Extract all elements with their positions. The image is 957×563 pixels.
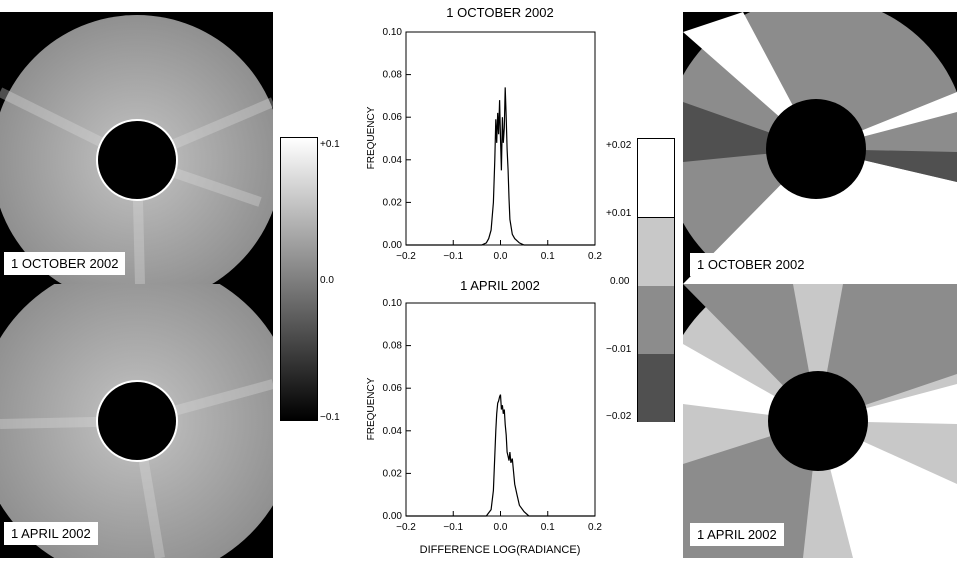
x-tick-label: 0.1: [541, 251, 555, 262]
y-tick-label: 0.10: [383, 298, 403, 309]
colorbar-left-tick-mid: 0.0: [320, 275, 334, 286]
colorbar-right-tick-1: +0.02: [606, 140, 632, 151]
colorbar-right-band-4: [638, 354, 674, 422]
difference-image-apr-right: [683, 284, 957, 558]
x-tick-label: −0.1: [443, 251, 463, 262]
y-tick-label: 0.10: [383, 27, 403, 38]
histogram-apr-frame: [405, 302, 596, 517]
x-tick-label: 0.0: [494, 251, 508, 262]
y-tick-label: 0.08: [383, 341, 403, 352]
y-tick-label: 0.04: [383, 155, 403, 166]
image-label-apr-right: 1 APRIL 2002: [690, 523, 784, 546]
y-tick-label: 0.04: [383, 426, 403, 437]
corona-image-apr-left: [0, 261, 297, 563]
y-tick-label: 0.02: [383, 197, 403, 208]
y-tick-label: 0.00: [383, 511, 403, 522]
x-tick-label: −0.1: [443, 522, 463, 533]
histogram-oct-ylabel: FREQUENCY: [366, 106, 377, 169]
histogram-apr-title: 1 APRIL 2002: [460, 278, 540, 293]
x-tick-label: −0.2: [396, 522, 416, 533]
y-tick-label: 0.08: [383, 70, 403, 81]
colorbar-right-tick-2: +0.01: [606, 208, 632, 219]
difference-image-oct-right: [683, 12, 957, 284]
histogram-apr-ylabel: FREQUENCY: [366, 377, 377, 440]
histogram-oct: 1 OCTOBER 2002 FREQUENCY −0.2 −0.1 0.0 0.1 0…: [366, 5, 602, 262]
colorbar-right-tick-5: −0.02: [606, 411, 632, 422]
y-tick-label: 0.06: [383, 383, 403, 394]
histogram-oct-title: 1 OCTOBER 2002: [446, 5, 553, 20]
histogram-apr: 1 APRIL 2002 FREQUENCY DIFFERENCE LOG(RA…: [366, 278, 602, 556]
colorbar-right-band-3: [638, 286, 674, 354]
image-label-oct-right: 1 OCTOBER 2002: [690, 253, 812, 276]
colorbar-right-tick-3: 0.00: [610, 276, 630, 287]
x-tick-label: 0.2: [588, 251, 602, 262]
image-label-apr-left: 1 APRIL 2002: [4, 522, 98, 545]
histogram-oct-series-line: [406, 87, 595, 246]
x-tick-label: 0.2: [588, 522, 602, 533]
corona-image-oct-left: [0, 12, 282, 305]
image-label-oct-left: 1 OCTOBER 2002: [4, 252, 126, 275]
y-tick-label: 0.00: [383, 240, 403, 251]
colorbar-left: [280, 137, 318, 421]
colorbar-right: [637, 138, 675, 422]
histogram-apr-series-line: [406, 394, 595, 517]
colorbar-right-band-1: [638, 139, 674, 218]
colorbar-right-tick-4: −0.01: [606, 344, 632, 355]
x-tick-label: 0.1: [541, 522, 555, 533]
histogram-apr-xlabel: DIFFERENCE LOG(RADIANCE): [420, 544, 581, 556]
colorbar-left-tick-bottom: −0.1: [320, 412, 340, 423]
x-tick-label: −0.2: [396, 251, 416, 262]
y-tick-label: 0.02: [383, 468, 403, 479]
y-tick-label: 0.06: [383, 112, 403, 123]
colorbar-left-tick-top: +0.1: [320, 139, 340, 150]
colorbar-right-band-2: [638, 218, 674, 286]
x-tick-label: 0.0: [494, 522, 508, 533]
